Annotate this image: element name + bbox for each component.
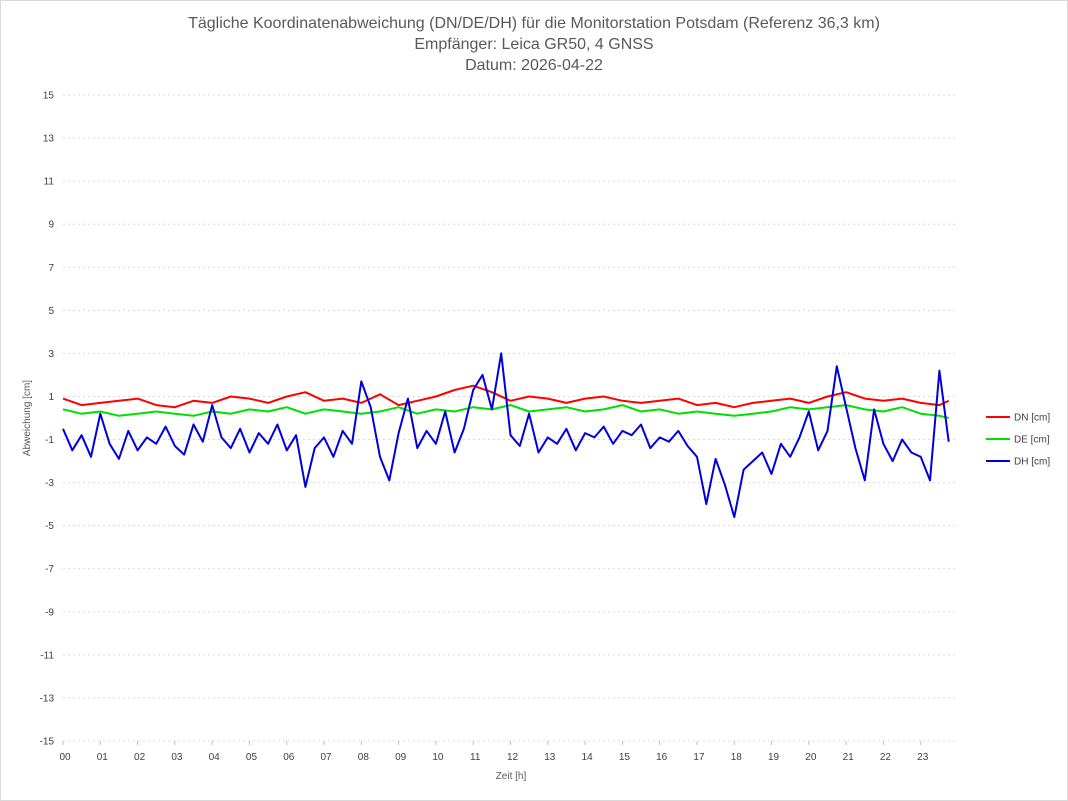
x-axis-ticks: 00 01 02 03 04 05 06 07 08 09 10 11 12 13 14 15 16 17 18 19… bbox=[59, 741, 929, 763]
y-tick-label: 11 bbox=[44, 177, 55, 188]
x-tick-label: 07 bbox=[320, 752, 332, 763]
x-tick-label: 20 bbox=[805, 752, 817, 763]
y-tick-label: 9 bbox=[48, 220, 54, 231]
series-lines bbox=[62, 352, 950, 519]
legend-label: DE [cm] bbox=[1014, 435, 1050, 446]
x-tick-label: 14 bbox=[582, 752, 594, 763]
x-tick-label: 21 bbox=[843, 752, 855, 763]
x-tick-label: 03 bbox=[171, 752, 183, 763]
y-tick-label: 1 bbox=[48, 392, 54, 403]
y-tick-label: 13 bbox=[43, 134, 55, 145]
y-axis-label: Abweichung [cm] bbox=[22, 380, 33, 456]
title-line: Tägliche Koordinatenabweichung (DN/DE/DH… bbox=[188, 15, 880, 32]
x-tick-label: 22 bbox=[880, 752, 892, 763]
y-tick-label: 3 bbox=[48, 349, 54, 360]
x-tick-label: 09 bbox=[395, 752, 407, 763]
title-line: Empfänger: Leica GR50, 4 GNSS bbox=[414, 36, 653, 53]
x-tick-label: 13 bbox=[544, 752, 556, 763]
x-tick-label: 16 bbox=[656, 752, 668, 763]
x-tick-label: 08 bbox=[358, 752, 370, 763]
x-tick-label: 10 bbox=[432, 752, 444, 763]
x-tick-label: 18 bbox=[731, 752, 743, 763]
y-tick-label: -7 bbox=[45, 564, 54, 575]
x-tick-label: 15 bbox=[619, 752, 631, 763]
y-tick-label: -5 bbox=[45, 521, 54, 532]
x-tick-label: 05 bbox=[246, 752, 258, 763]
title-line: Datum: 2026-04-22 bbox=[465, 57, 603, 74]
series-line-dh bbox=[62, 352, 950, 519]
x-tick-label: 01 bbox=[97, 752, 109, 763]
x-tick-label: 02 bbox=[134, 752, 146, 763]
y-axis-ticks: 15 13 11 9 7 5 3 1 -1 -3 -5 -7 -9 -11 -13 -15 bbox=[40, 91, 55, 748]
x-tick-label: 17 bbox=[693, 752, 705, 763]
y-tick-label: -1 bbox=[45, 435, 54, 446]
x-tick-label: 00 bbox=[59, 752, 71, 763]
y-tick-label: 5 bbox=[48, 306, 54, 317]
chart-title: Tägliche Koordinatenabweichung (DN/DE/DH… bbox=[188, 15, 880, 74]
x-tick-label: 12 bbox=[507, 752, 519, 763]
x-axis-label: Zeit [h] bbox=[496, 771, 527, 782]
x-tick-label: 04 bbox=[209, 752, 221, 763]
x-tick-label: 11 bbox=[470, 752, 481, 763]
x-tick-label: 06 bbox=[283, 752, 295, 763]
y-tick-label: 7 bbox=[48, 263, 54, 274]
y-tick-label: -13 bbox=[40, 693, 55, 704]
y-tick-label: -15 bbox=[40, 737, 55, 748]
legend: DN [cm] DE [cm] DH [cm] bbox=[986, 413, 1050, 468]
y-tick-label: -11 bbox=[40, 650, 54, 661]
y-tick-label: 15 bbox=[43, 91, 55, 102]
series-line-dn bbox=[62, 384, 950, 409]
y-tick-label: -3 bbox=[45, 478, 54, 489]
x-tick-label: 19 bbox=[768, 752, 780, 763]
legend-label: DN [cm] bbox=[1014, 413, 1050, 424]
series-line-de bbox=[62, 404, 949, 419]
x-tick-label: 23 bbox=[917, 752, 929, 763]
y-tick-label: -9 bbox=[45, 607, 54, 618]
gridlines bbox=[63, 94, 958, 742]
legend-label: DH [cm] bbox=[1014, 457, 1050, 468]
